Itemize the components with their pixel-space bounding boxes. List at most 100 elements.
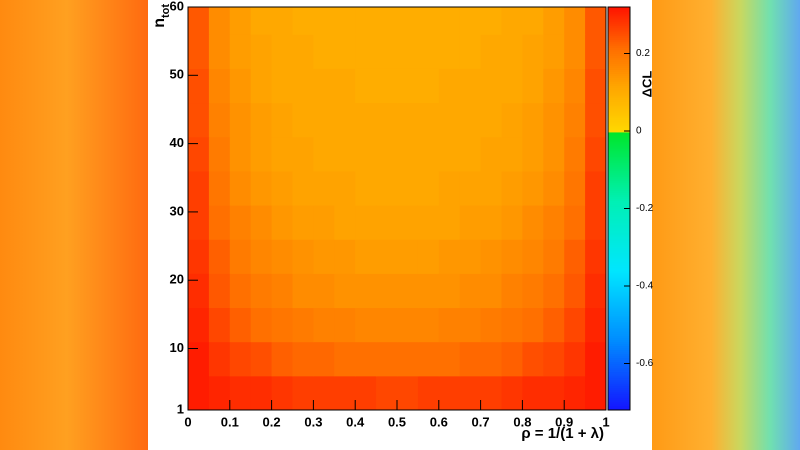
colorbar-step [608,75,630,79]
colorbar-step [608,329,630,332]
colorbar-title: ΔCL [639,71,654,98]
y-tick-label: 40 [170,135,184,150]
heatmap-cell [208,136,231,172]
heatmap-cell [188,273,210,309]
colorbar-step [608,37,630,40]
heatmap-cell [292,205,314,240]
colorbar-step [608,405,630,409]
colorbar-step [608,97,630,101]
heatmap-cell [271,205,293,240]
heatmap-cell [480,205,502,240]
heatmap-cell [188,170,210,206]
heatmap-cell [313,307,335,343]
colorbar-step [608,25,630,28]
heatmap-cell [501,239,523,274]
x-tick-label: 0.3 [304,414,322,429]
heatmap-cell [334,273,356,309]
colorbar-step [608,325,630,328]
colorbar-step [608,111,630,115]
heatmap-cell [208,205,231,240]
heatmap-cell [564,34,586,69]
colorbar-step [608,156,630,159]
y-tick-label: 10 [170,340,184,355]
colorbar-step [608,234,630,238]
heatmap-cell [250,239,273,274]
heatmap-cell [250,7,273,35]
heatmap-cell [250,68,273,104]
heatmap-cell [313,375,335,411]
colorbar-step [608,301,630,304]
heatmap-cell [376,205,398,240]
colorbar-step [608,381,630,385]
heatmap-cell [313,170,335,206]
y-axis-title: n tot [151,4,172,28]
heatmap-cell [355,239,377,274]
colorbar-step [608,150,630,153]
heatmap-cell [564,170,586,206]
colorbar-step [608,254,630,258]
heatmap-cell [313,68,335,104]
colorbar-step [608,208,630,212]
heatmap-cell [543,307,565,343]
colorbar-step [608,135,630,139]
colorbar-step [608,291,630,294]
colorbar-step [608,317,630,320]
colorbar-step [608,59,630,62]
colorbar-step [608,220,630,224]
heatmap-cell [229,341,252,377]
colorbar-step [608,63,630,66]
colorbar-step [608,176,630,179]
heatmap-cell [355,136,377,172]
heatmap-cell [229,68,252,104]
heatmap-cell [543,7,565,35]
heatmap-cell [522,7,544,35]
heatmap-cell [522,205,544,240]
y-tick-label: 60 [170,0,184,13]
heatmap-cell [417,239,440,274]
colorbar-step [608,377,630,381]
colorbar-step [608,41,630,44]
colorbar-step [608,224,630,228]
colorbar-step [608,89,630,93]
colorbar-step [608,119,630,123]
heatmap-cell [480,7,502,35]
heatmap-cell [376,239,398,274]
colorbar-step [608,71,630,74]
background-blur-right [652,0,800,450]
heatmap-cell [376,273,398,309]
heatmap-cell [438,7,461,35]
colorbar-step [608,242,630,246]
heatmap-cell [397,102,419,138]
colorbar-step [608,279,630,282]
colorbar-step [608,264,630,268]
colorbar-step [608,272,630,276]
heatmap-cell [355,102,377,138]
heatmap-cell [522,307,544,343]
colorbar-step [608,123,630,127]
colorbar-step [608,101,630,105]
colorbar-step [608,262,630,266]
heatmap-cell [188,307,210,343]
heatmap-cell [459,205,482,240]
colorbar-step [608,395,630,399]
heatmap-cell [480,239,502,274]
colorbar-step [608,303,630,306]
heatmap-cell [334,68,356,104]
colorbar-step [608,93,630,97]
colorbar-step [608,270,630,274]
heatmap-cell [480,102,502,138]
heatmap-cell [376,102,398,138]
colorbar-step [608,65,630,68]
heatmap-cell [522,136,544,172]
colorbar-step [608,196,630,199]
colorbar-step [608,407,630,411]
heatmap-cell [229,307,252,343]
heatmap-cell [564,68,586,104]
colorbar-step [608,389,630,393]
heatmap-cell [376,170,398,206]
colorbar-step [608,313,630,316]
heatmap-cell [250,273,273,309]
heatmap-cell [250,205,273,240]
heatmap-cell [585,7,607,35]
heatmap-cell [480,375,502,411]
